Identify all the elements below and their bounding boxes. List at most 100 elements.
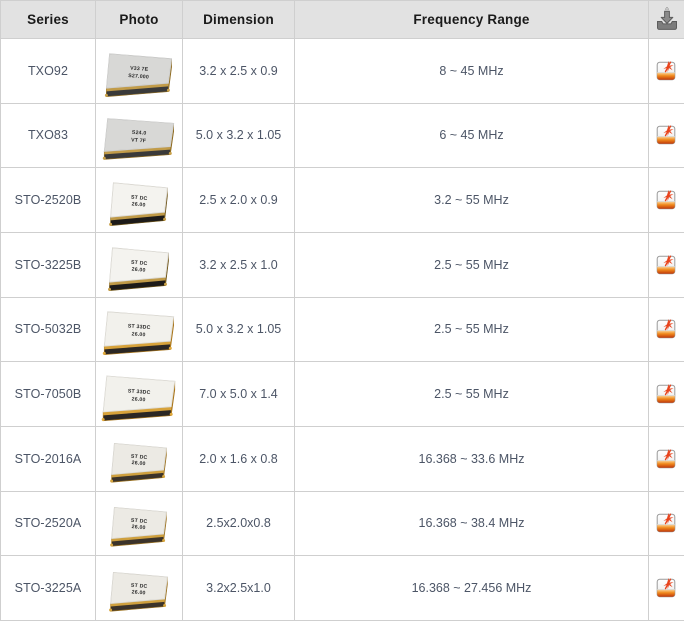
cell-photo: ST DC 26.00 [95,555,183,621]
cell-frequency-range: 16.368 ~ 27.456 MHz [294,555,649,621]
svg-text:26.00: 26.00 [131,201,145,208]
cell-download[interactable] [648,361,684,427]
table-row: STO-2520A ST DC 26.00 2.5x2.0x0.8 16.368 … [0,490,684,557]
svg-text:ST DC: ST DC [131,583,148,590]
cell-download[interactable] [648,231,684,298]
cell-photo: ST DC 26.00 [95,490,183,557]
svg-text:S24.0: S24.0 [132,130,147,137]
column-header-download[interactable] [648,0,684,39]
cell-series: STO-3225A [0,555,96,621]
table-row: STO-2016A ST DC 26.00 2.0 x 1.6 x 0.8 16.… [0,425,684,492]
column-header-frequency-range: Frequency Range [294,0,649,39]
table-row: TXO92 V33 7E S27.000 3.2 x 2.5 x 0.9 8 ~ … [0,38,684,104]
svg-text:ST DC: ST DC [131,453,148,460]
svg-text:V33 7E: V33 7E [130,65,149,72]
svg-text:VT 7F: VT 7F [131,138,147,145]
cell-series: TXO92 [0,38,96,104]
cell-frequency-range: 2.5 ~ 55 MHz [294,361,649,427]
cell-photo: ST DC 26.00 [95,425,183,492]
cell-dimension: 5.0 x 3.2 x 1.05 [182,296,295,363]
cell-frequency-range: 3.2 ~ 55 MHz [294,167,649,233]
table-row: STO-3225A ST DC 26.00 3.2x2.5x1.0 16.368 … [0,555,684,621]
crystal-oscillator-photo: ST DC 26.00 [100,495,178,551]
table-header: Series Photo Dimension Frequency Range [0,0,684,39]
svg-text:26.00: 26.00 [131,590,145,597]
cell-series: STO-3225B [0,231,96,298]
crystal-oscillator-photo: ST DC 26.00 [100,560,178,616]
column-header-series: Series [0,0,96,39]
cell-dimension: 2.0 x 1.6 x 0.8 [182,425,295,492]
table-row: STO-2520B ST DC 26.00 2.5 x 2.0 x 0.9 3.2… [0,167,684,233]
pdf-icon[interactable] [655,317,679,341]
cell-frequency-range: 6 ~ 45 MHz [294,102,649,169]
svg-text:26.00: 26.00 [131,460,145,467]
pdf-icon[interactable] [655,382,679,406]
cell-dimension: 3.2x2.5x1.0 [182,555,295,621]
crystal-oscillator-photo: ST 33DC 26.00 [100,366,178,422]
cell-photo: ST 33DC 26.00 [95,296,183,363]
svg-text:ST DC: ST DC [131,195,148,203]
svg-text:ST 33DC: ST 33DC [128,388,151,396]
cell-download[interactable] [648,490,684,557]
pdf-icon[interactable] [655,576,679,600]
cell-frequency-range: 16.368 ~ 38.4 MHz [294,490,649,557]
pdf-icon[interactable] [655,123,679,147]
cell-dimension: 2.5 x 2.0 x 0.9 [182,167,295,233]
cell-frequency-range: 16.368 ~ 33.6 MHz [294,425,649,492]
svg-text:ST DC: ST DC [131,518,148,525]
svg-text:S27.000: S27.000 [128,73,149,81]
cell-download[interactable] [648,296,684,363]
pdf-icon[interactable] [655,59,679,83]
cell-photo: V33 7E S27.000 [95,38,183,104]
svg-text:26.00: 26.00 [131,332,145,339]
download-tray-icon[interactable] [654,6,680,33]
cell-series: TXO83 [0,102,96,169]
svg-text:26.00: 26.00 [131,266,145,273]
crystal-oscillator-photo: ST DC 26.00 [100,172,178,228]
cell-frequency-range: 2.5 ~ 55 MHz [294,296,649,363]
cell-dimension: 5.0 x 3.2 x 1.05 [182,102,295,169]
cell-frequency-range: 8 ~ 45 MHz [294,38,649,104]
pdf-icon[interactable] [655,253,679,277]
pdf-icon[interactable] [655,447,679,471]
svg-text:26.00: 26.00 [131,525,145,532]
crystal-oscillator-photo: ST DC 26.00 [100,431,178,487]
cell-dimension: 2.5x2.0x0.8 [182,490,295,557]
crystal-oscillator-photo: V33 7E S27.000 [100,43,178,99]
cell-series: STO-2520B [0,167,96,233]
column-header-photo: Photo [95,0,183,39]
cell-dimension: 3.2 x 2.5 x 1.0 [182,231,295,298]
svg-text:26.00: 26.00 [131,396,145,403]
cell-download[interactable] [648,425,684,492]
table-row: STO-7050B ST 33DC 26.00 7.0 x 5.0 x 1.4 2… [0,361,684,427]
cell-download[interactable] [648,102,684,169]
table-header-row: Series Photo Dimension Frequency Range [0,0,684,39]
cell-series: STO-2016A [0,425,96,492]
table-row: TXO83 S24.0 VT 7F 5.0 x 3.2 x 1.05 6 ~ 45… [0,102,684,169]
cell-download[interactable] [648,167,684,233]
cell-photo: ST DC 26.00 [95,231,183,298]
table-row: STO-5032B ST 33DC 26.00 5.0 x 3.2 x 1.05… [0,296,684,363]
pdf-icon[interactable] [655,511,679,535]
cell-series: STO-2520A [0,490,96,557]
table-row: STO-3225B ST DC 26.00 3.2 x 2.5 x 1.0 2.5… [0,231,684,298]
cell-frequency-range: 2.5 ~ 55 MHz [294,231,649,298]
svg-text:ST DC: ST DC [131,259,148,266]
cell-series: STO-5032B [0,296,96,363]
cell-photo: ST DC 26.00 [95,167,183,233]
cell-photo: S24.0 VT 7F [95,102,183,169]
cell-dimension: 3.2 x 2.5 x 0.9 [182,38,295,104]
crystal-oscillator-photo: S24.0 VT 7F [100,107,178,163]
cell-series: STO-7050B [0,361,96,427]
svg-text:ST 33DC: ST 33DC [128,324,151,332]
cell-download[interactable] [648,38,684,104]
cell-dimension: 7.0 x 5.0 x 1.4 [182,361,295,427]
cell-download[interactable] [648,555,684,621]
pdf-icon[interactable] [655,188,679,212]
crystal-oscillator-photo: ST 33DC 26.00 [100,301,178,357]
crystal-oscillator-photo: ST DC 26.00 [100,237,178,293]
column-header-dimension: Dimension [182,0,295,39]
cell-photo: ST 33DC 26.00 [95,361,183,427]
table-body: TXO92 V33 7E S27.000 3.2 x 2.5 x 0.9 8 ~ … [0,38,684,621]
